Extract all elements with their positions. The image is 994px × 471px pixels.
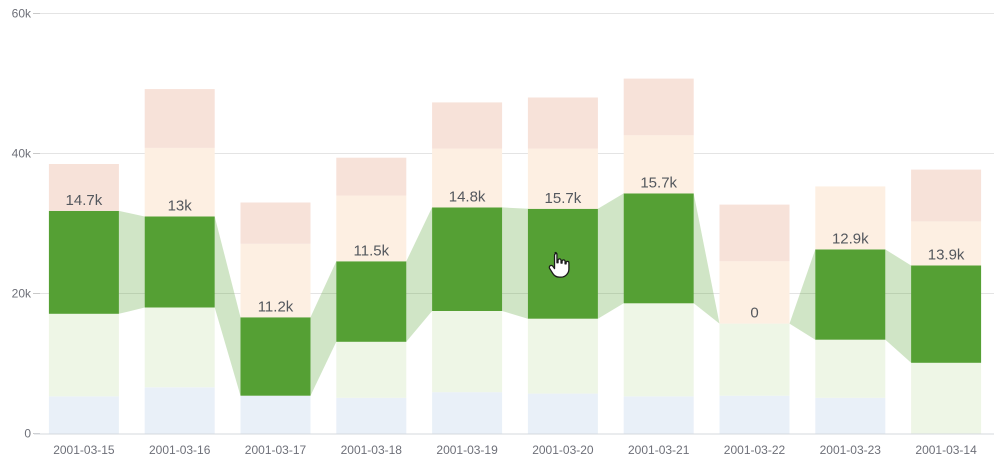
- y-axis-label: 40k: [12, 147, 32, 161]
- y-axis-label: 20k: [12, 287, 32, 301]
- value-label: 14.8k: [449, 188, 486, 205]
- bar-segment-pink[interactable]: [623, 78, 694, 136]
- bar-segment-green[interactable]: [623, 193, 694, 304]
- value-label: 11.2k: [258, 298, 294, 315]
- bar-segment-base-blue[interactable]: [527, 393, 598, 434]
- value-label: 15.7k: [545, 190, 582, 207]
- bar-segment-cream[interactable]: [623, 135, 694, 194]
- bar-segment-pink[interactable]: [719, 204, 790, 262]
- x-axis-label: 2001-03-20: [532, 443, 594, 457]
- bar-segment-light-green[interactable]: [48, 313, 119, 397]
- value-label: 15.7k: [640, 174, 677, 191]
- bar-segment-light-green[interactable]: [527, 318, 598, 394]
- x-axis-label: 2001-03-22: [724, 443, 786, 457]
- value-label: 13k: [168, 198, 193, 215]
- bar-segment-light-green[interactable]: [623, 303, 694, 397]
- bar-segment-green[interactable]: [336, 261, 407, 342]
- bar-segment-green[interactable]: [240, 317, 311, 396]
- hand-pointer-cursor: [548, 251, 570, 278]
- bar-segment-light-green[interactable]: [336, 341, 407, 398]
- bar-segment-light-green[interactable]: [432, 311, 503, 393]
- bar-segment-cream[interactable]: [527, 148, 598, 209]
- connector-band: [789, 249, 816, 340]
- connector-band: [406, 207, 433, 342]
- bar-segment-pink[interactable]: [527, 97, 598, 149]
- bar-segment-pink[interactable]: [432, 102, 503, 149]
- value-label: 13.9k: [928, 247, 965, 264]
- value-label: 0: [750, 305, 758, 322]
- bar-segment-pink[interactable]: [144, 89, 215, 148]
- bar-segment-cream[interactable]: [144, 147, 215, 217]
- x-axis-label: 2001-03-21: [628, 443, 690, 457]
- connector-band: [214, 216, 241, 396]
- bar-segment-pink[interactable]: [48, 164, 119, 211]
- bar-segment-base-blue[interactable]: [240, 395, 311, 434]
- value-label: 12.9k: [832, 230, 869, 247]
- bar-segment-cream[interactable]: [815, 186, 886, 250]
- bar-segment-light-green[interactable]: [144, 307, 215, 388]
- bar-segment-base-blue[interactable]: [336, 397, 407, 434]
- bar-segment-cream[interactable]: [432, 148, 503, 208]
- bar-segment-cream[interactable]: [336, 195, 407, 262]
- x-axis-label: 2001-03-16: [149, 443, 211, 457]
- bar-segment-cream[interactable]: [911, 221, 982, 266]
- y-axis-label: 60k: [12, 7, 32, 21]
- connector-band: [502, 207, 528, 319]
- bar-segment-light-green[interactable]: [815, 339, 886, 398]
- bar-segment-base-blue[interactable]: [432, 392, 503, 434]
- bar-segment-base-blue[interactable]: [48, 396, 119, 434]
- bar-segment-green[interactable]: [48, 210, 119, 314]
- connector-band: [118, 210, 145, 314]
- connector-band: [885, 249, 912, 363]
- connector-band: [693, 193, 720, 324]
- connector-band: [310, 261, 337, 396]
- x-axis-label: 2001-03-14: [915, 443, 977, 457]
- x-axis-label: 2001-03-23: [820, 443, 882, 457]
- hand-pointer-path: [548, 251, 570, 278]
- bar-segment-green[interactable]: [432, 207, 503, 311]
- bar-segment-green[interactable]: [815, 249, 886, 340]
- value-label: 11.5k: [354, 242, 390, 259]
- bar-segment-base-blue[interactable]: [144, 387, 215, 434]
- bar-segment-pink[interactable]: [336, 157, 407, 196]
- bar-segment-cream[interactable]: [719, 261, 790, 324]
- bar-segment-base-blue[interactable]: [815, 397, 886, 434]
- x-axis-label: 2001-03-19: [436, 443, 498, 457]
- x-axis-label: 2001-03-18: [341, 443, 403, 457]
- bar-segment-base-blue[interactable]: [623, 396, 694, 434]
- value-label: 14.7k: [66, 192, 103, 209]
- bar-segment-pink[interactable]: [911, 169, 982, 222]
- bar-segment-pink[interactable]: [240, 202, 311, 244]
- x-axis-label: 2001-03-15: [53, 443, 115, 457]
- bar-segment-green[interactable]: [144, 216, 215, 308]
- bar-segment-light-green[interactable]: [719, 323, 790, 396]
- x-axis-label: 2001-03-17: [245, 443, 307, 457]
- bar-segment-cream[interactable]: [240, 243, 311, 318]
- connector-band: [597, 193, 624, 319]
- bar-segment-light-green[interactable]: [911, 362, 982, 434]
- bar-segment-green[interactable]: [911, 265, 982, 363]
- y-axis-label: 0: [24, 427, 31, 441]
- bar-segment-base-blue[interactable]: [719, 395, 790, 434]
